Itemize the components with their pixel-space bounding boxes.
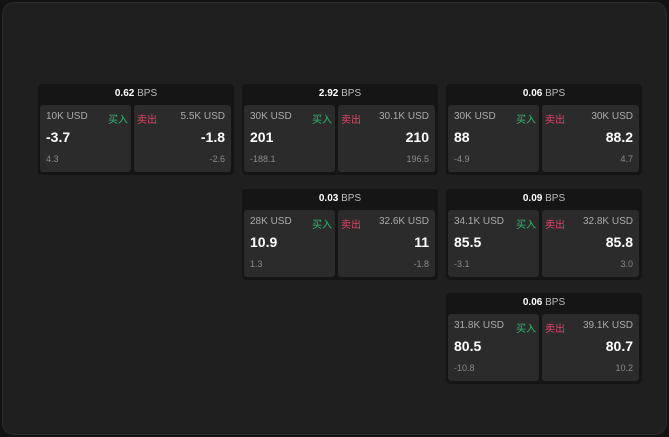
buy-amount: 31.8K USD [454,320,505,331]
sell-price: 210 [405,129,429,145]
spread-value: 0.03 [318,193,339,204]
buy-label: 买入 [312,220,332,231]
sell-button[interactable]: 卖出 30.1K USD 210 196.5 [338,105,435,172]
sell-price: 80.7 [605,338,633,354]
sell-delta: 10.2 [615,363,633,373]
sell-label: 卖出 [545,220,565,231]
sell-button[interactable]: 卖出 5.5K USD -1.8 -2.6 [134,105,231,172]
buy-button[interactable]: 10K USD 买入 -3.7 4.3 [40,105,131,172]
buy-button[interactable]: 28K USD 买入 10.9 1.3 [244,210,335,277]
spread-value: 2.92 [318,88,339,99]
buy-label: 买入 [108,115,128,126]
buy-button[interactable]: 34.1K USD 买入 85.5 -3.1 [448,210,539,277]
buy-delta: 1.3 [250,259,263,269]
buy-amount: 34.1K USD [454,216,505,227]
spread-header: 0.03 BPS [242,189,438,209]
sell-amount: 30.1K USD [378,111,429,122]
sell-button[interactable]: 卖出 32.6K USD 11 -1.8 [338,210,435,277]
sell-label: 卖出 [341,115,361,126]
spread-value: 0.62 [114,88,135,99]
buy-amount: 10K USD [46,111,88,122]
sell-delta: 3.0 [620,259,633,269]
sell-button[interactable]: 卖出 32.8K USD 85.8 3.0 [542,210,639,277]
buy-button[interactable]: 31.8K USD 买入 80.5 -10.8 [448,314,539,381]
quote-tile: 0.09 BPS 34.1K USD 买入 85.5 -3.1 卖出 32.8K… [446,189,642,280]
spread-unit: BPS [137,88,158,99]
buy-delta: 4.3 [46,154,59,164]
buy-label: 买入 [312,115,332,126]
sell-button[interactable]: 卖出 39.1K USD 80.7 10.2 [542,314,639,381]
buy-label: 买入 [516,324,536,335]
sell-amount: 32.8K USD [582,216,633,227]
sell-amount: 32.6K USD [378,216,429,227]
spread-unit: BPS [545,297,566,308]
buy-price: 10.9 [250,234,278,250]
sell-label: 卖出 [137,115,157,126]
buy-price: -3.7 [46,129,71,145]
buy-amount: 30K USD [454,111,496,122]
quote-tile: 0.06 BPS 30K USD 买入 88 -4.9 卖出 30K USD 8… [446,84,642,175]
buy-delta: -3.1 [454,259,470,269]
spread-value: 0.06 [522,297,543,308]
buy-amount: 30K USD [250,111,292,122]
buy-label: 买入 [516,220,536,231]
sell-amount: 30K USD [591,111,633,122]
buy-delta: -4.9 [454,154,470,164]
buy-delta: -10.8 [454,363,475,373]
spread-header: 0.06 BPS [446,84,642,104]
buy-price: 201 [250,129,274,145]
sell-amount: 5.5K USD [180,111,225,122]
spread-unit: BPS [341,88,362,99]
buy-amount: 28K USD [250,216,292,227]
quote-tile: 0.03 BPS 28K USD 买入 10.9 1.3 卖出 32.6K US… [242,189,438,280]
spread-unit: BPS [545,193,566,204]
buy-label: 买入 [516,115,536,126]
sell-label: 卖出 [545,115,565,126]
sell-label: 卖出 [545,324,565,335]
spread-value: 0.09 [522,193,543,204]
spread-value: 0.06 [522,88,543,99]
spread-unit: BPS [545,88,566,99]
spread-header: 0.09 BPS [446,189,642,209]
sell-amount: 39.1K USD [582,320,633,331]
sell-label: 卖出 [341,220,361,231]
buy-price: 80.5 [454,338,482,354]
sell-button[interactable]: 卖出 30K USD 88.2 4.7 [542,105,639,172]
buy-delta: -188.1 [250,154,276,164]
sell-delta: -1.8 [413,259,429,269]
sell-price: 88.2 [605,129,633,145]
buy-price: 85.5 [454,234,482,250]
sell-delta: 196.5 [406,154,429,164]
buy-button[interactable]: 30K USD 买入 201 -188.1 [244,105,335,172]
sell-price: -1.8 [200,129,225,145]
quote-tile: 0.62 BPS 10K USD 买入 -3.7 4.3 卖出 5.5K USD… [38,84,234,175]
spread-header: 2.92 BPS [242,84,438,104]
spread-header: 0.06 BPS [446,293,642,313]
sell-price: 85.8 [605,234,633,250]
sell-price: 11 [414,234,429,250]
buy-price: 88 [454,129,470,145]
sell-delta: 4.7 [620,154,633,164]
quote-tile: 2.92 BPS 30K USD 买入 201 -188.1 卖出 30.1K … [242,84,438,175]
spread-header: 0.62 BPS [38,84,234,104]
sell-delta: -2.6 [209,154,225,164]
quote-tile: 0.06 BPS 31.8K USD 买入 80.5 -10.8 卖出 39.1… [446,293,642,384]
buy-button[interactable]: 30K USD 买入 88 -4.9 [448,105,539,172]
spread-unit: BPS [341,193,362,204]
